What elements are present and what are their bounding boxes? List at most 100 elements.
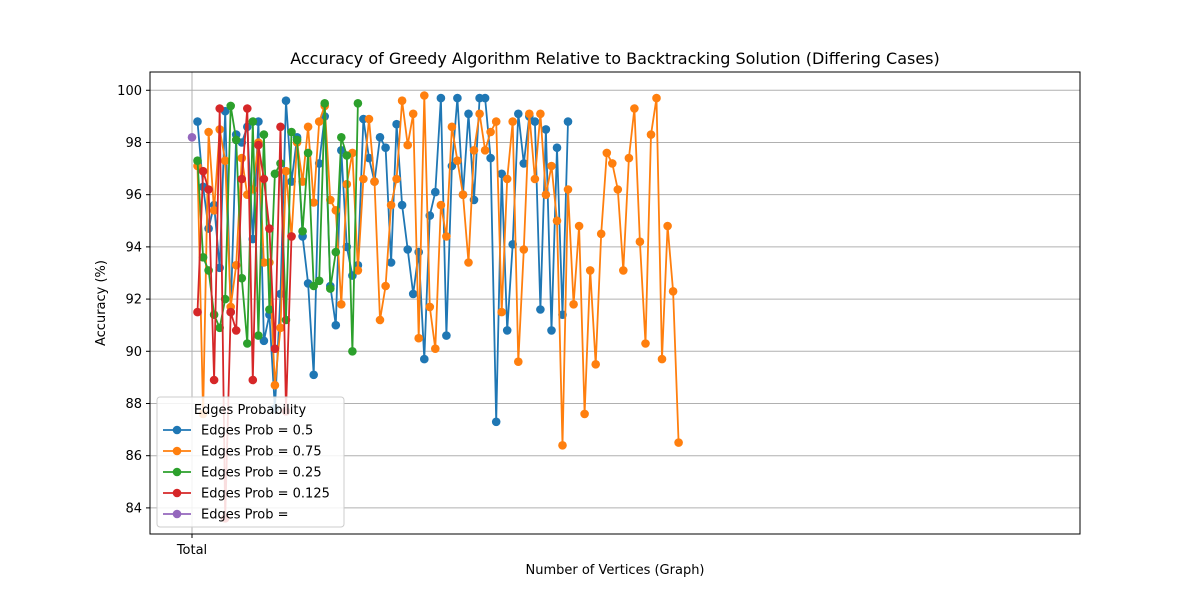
data-point <box>314 276 324 286</box>
data-point <box>663 221 672 231</box>
data-point <box>613 185 623 194</box>
y-tick-label: 98 <box>125 136 142 151</box>
data-point <box>270 380 280 390</box>
data-point <box>209 375 219 385</box>
data-point <box>265 305 274 314</box>
data-point <box>204 127 213 137</box>
data-point <box>193 156 202 165</box>
data-point <box>353 99 363 108</box>
data-point <box>309 370 319 380</box>
data-point <box>442 331 451 340</box>
data-point <box>497 307 507 317</box>
data-point <box>420 91 429 100</box>
data-point <box>641 339 650 348</box>
data-point <box>353 266 363 275</box>
data-point <box>359 174 368 184</box>
data-point <box>364 114 374 124</box>
x-tick-label: Total <box>176 543 207 558</box>
data-point <box>259 130 269 139</box>
data-point <box>491 117 501 126</box>
data-point <box>331 320 341 330</box>
data-point <box>375 133 385 142</box>
data-point <box>464 109 473 119</box>
data-point <box>270 344 280 354</box>
data-point <box>668 287 678 296</box>
data-point <box>408 289 418 299</box>
data-point <box>453 156 462 165</box>
data-point <box>602 148 612 158</box>
data-point <box>547 161 556 171</box>
data-point <box>231 135 241 145</box>
data-point <box>519 245 529 254</box>
y-tick-label: 94 <box>125 240 142 255</box>
data-point <box>646 130 656 139</box>
data-point <box>397 200 407 210</box>
data-point <box>574 221 584 231</box>
data-point <box>348 347 357 356</box>
data-point <box>558 441 567 450</box>
data-point <box>309 281 319 291</box>
y-tick-label: 100 <box>117 84 142 99</box>
data-point <box>514 357 523 367</box>
data-point <box>536 109 545 119</box>
data-point <box>442 232 451 241</box>
y-tick-label: 86 <box>125 449 142 464</box>
data-point <box>514 109 523 119</box>
legend-label: Edges Prob = <box>201 508 289 523</box>
legend-entry: Edges Prob = 0.125 <box>163 487 330 502</box>
data-point <box>502 174 512 184</box>
data-point <box>314 117 324 126</box>
axes: 84 86 88 90 92 94 96 98 100 Total <box>117 84 207 558</box>
data-point <box>519 159 529 168</box>
series-line <box>196 102 359 353</box>
series-layer <box>187 91 683 523</box>
data-point <box>337 133 346 142</box>
data-point <box>276 122 285 132</box>
legend-marker <box>172 509 182 519</box>
data-point <box>248 375 258 385</box>
data-point <box>287 127 296 137</box>
data-point <box>652 93 661 103</box>
data-point <box>563 117 573 126</box>
data-point <box>204 224 213 233</box>
data-point <box>320 99 330 108</box>
data-point <box>292 135 302 145</box>
legend-marker <box>172 446 182 456</box>
data-point <box>420 354 429 364</box>
data-point <box>425 302 435 312</box>
series-line <box>196 107 293 520</box>
legend-title: Edges Probability <box>194 403 307 418</box>
data-point <box>270 169 280 179</box>
legend-label: Edges Prob = 0.125 <box>201 487 330 502</box>
data-point <box>215 104 224 113</box>
data-point <box>243 104 252 113</box>
plot-area-frame <box>149 71 1081 535</box>
data-point <box>431 187 440 197</box>
data-point <box>530 174 540 184</box>
data-point <box>326 284 335 293</box>
data-point <box>580 409 589 419</box>
data-point <box>259 336 269 346</box>
chart-title: Accuracy of Greedy Algorithm Relative to… <box>290 49 940 68</box>
data-point <box>337 300 346 309</box>
data-point <box>303 122 313 132</box>
data-point <box>403 245 413 254</box>
data-point <box>569 300 578 309</box>
data-point <box>331 247 341 257</box>
data-point <box>502 326 512 335</box>
data-point <box>231 326 241 335</box>
legend-entry: Edges Prob = 0.75 <box>163 445 322 460</box>
data-point <box>381 281 390 291</box>
data-point <box>226 101 235 111</box>
legend-label: Edges Prob = 0.25 <box>201 466 322 481</box>
data-point <box>464 258 473 267</box>
data-point <box>436 93 446 103</box>
data-point <box>447 122 457 132</box>
series-1 <box>193 91 683 450</box>
data-point <box>276 323 285 333</box>
data-point <box>486 127 495 137</box>
data-point <box>630 104 639 113</box>
data-point <box>486 153 495 163</box>
data-point <box>403 140 413 150</box>
legend-entry: Edges Prob = 0.25 <box>163 466 322 481</box>
